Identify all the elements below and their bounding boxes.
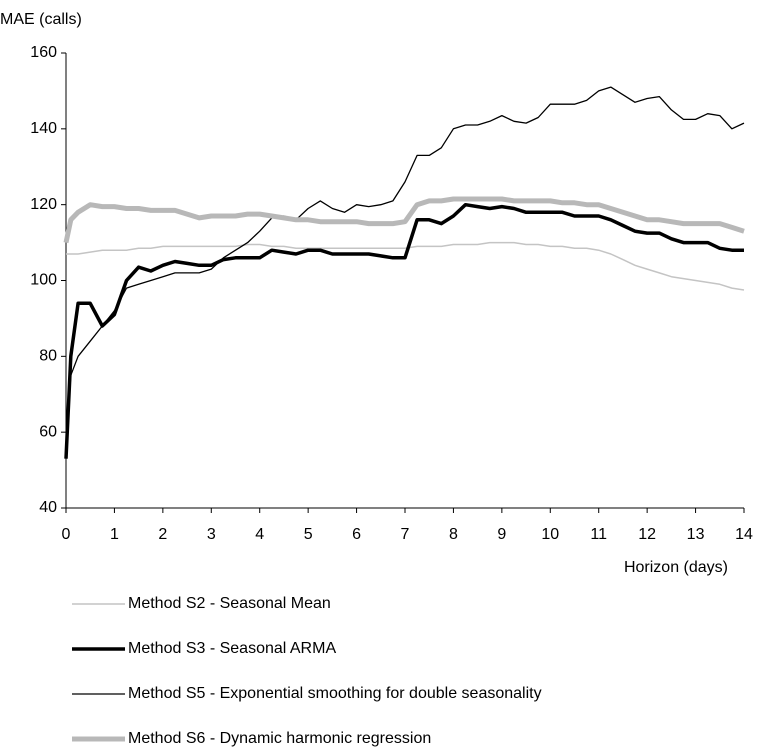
x-tick-label: 6 — [352, 526, 361, 543]
x-tick-label: 11 — [590, 526, 607, 543]
x-tick-label: 10 — [541, 526, 559, 543]
x-tick-label: 2 — [158, 526, 167, 543]
y-tick-label: 120 — [30, 196, 57, 213]
x-tick-label: 7 — [401, 526, 410, 543]
legend-label: Method S3 - Seasonal ARMA — [128, 640, 336, 657]
y-tick-label: 80 — [39, 348, 57, 365]
series-line — [64, 202, 744, 459]
x-tick-label: 12 — [638, 526, 656, 543]
x-tick-label: 3 — [207, 526, 216, 543]
legend-label: Method S2 - Seasonal Mean — [128, 595, 331, 612]
y-tick-label: 60 — [39, 423, 57, 440]
x-axis-label: Horizon (days) — [624, 559, 728, 576]
x-tick-label: 8 — [449, 526, 458, 543]
x-tick-label: 5 — [304, 526, 313, 543]
y-tick-label: 40 — [39, 499, 57, 516]
x-tick-label: 13 — [687, 526, 705, 543]
series-line — [66, 241, 745, 291]
legend-label: Method S5 - Exponential smoothing for do… — [128, 685, 542, 702]
y-tick-label: 100 — [30, 272, 57, 289]
legend-label: Method S6 - Dynamic harmonic regression — [128, 730, 431, 747]
x-tick-label: 9 — [497, 526, 506, 543]
y-tick-label: 140 — [30, 120, 57, 137]
x-tick-label: 4 — [255, 526, 264, 543]
x-tick-label: 0 — [62, 526, 71, 543]
x-tick-label: 14 — [735, 526, 753, 543]
series-line — [65, 86, 745, 448]
y-tick-label: 160 — [30, 44, 57, 61]
y-axis-label: MAE (calls) — [0, 11, 82, 28]
x-tick-label: 1 — [110, 526, 119, 543]
series-line — [63, 196, 745, 244]
